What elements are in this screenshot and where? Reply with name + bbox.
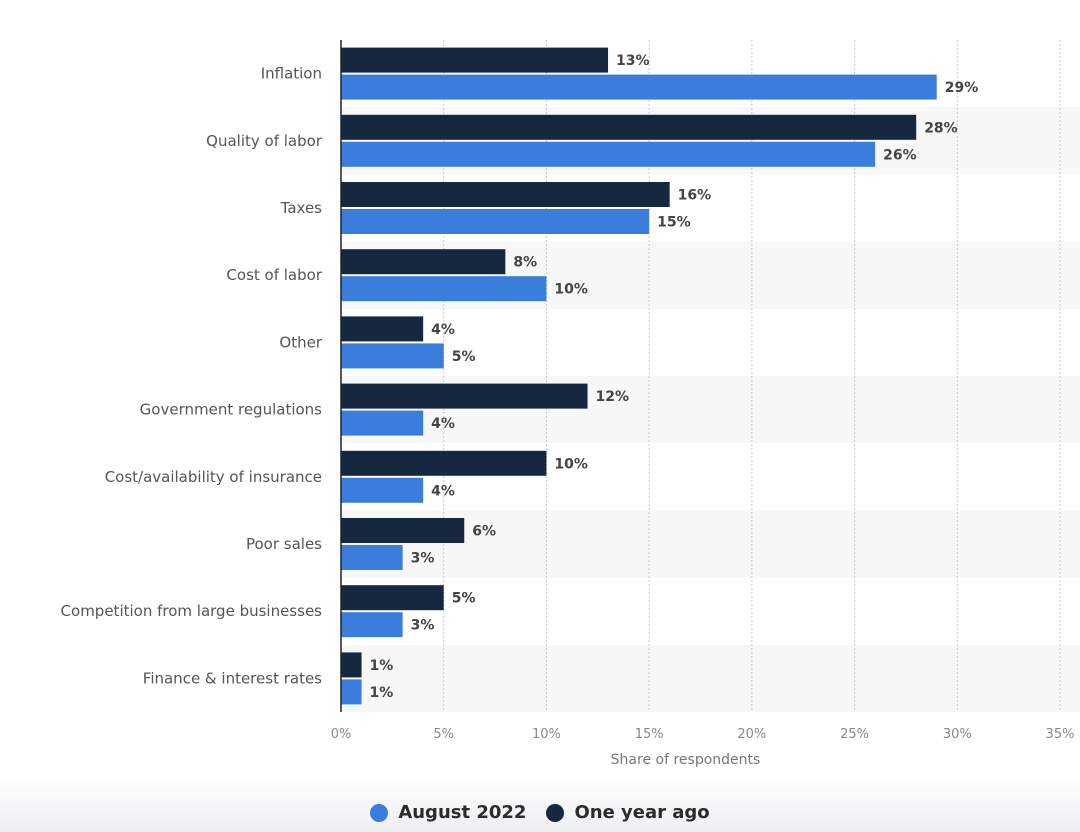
value-label-august-2022-poor-sales: 3% [411, 551, 435, 567]
value-label-august-2022-competition-from-large-businesses: 3% [411, 618, 435, 634]
value-label-august-2022-inflation: 29% [945, 80, 979, 96]
x-axis-title: Share of respondents [611, 752, 761, 768]
x-tick-label-5: 5% [433, 727, 454, 742]
value-label-one-year-ago-quality-of-labor: 28% [924, 120, 958, 136]
value-label-one-year-ago-finance-interest-rates: 1% [370, 658, 394, 674]
bar-august-2022-cost-availability-of-insurance [341, 477, 424, 503]
value-label-august-2022-other: 5% [452, 349, 476, 365]
category-label-inflation: Inflation [261, 65, 322, 83]
value-label-august-2022-finance-interest-rates: 1% [370, 685, 394, 701]
category-label-taxes: Taxes [280, 199, 323, 217]
x-tick-label-15: 15% [635, 727, 664, 742]
bar-one-year-ago-taxes [341, 182, 670, 207]
bar-one-year-ago-government-regulations [341, 383, 588, 409]
value-label-one-year-ago-cost-of-labor: 8% [513, 255, 537, 271]
x-tick-label-10: 10% [532, 727, 561, 742]
legend-marker-august-2022 [370, 803, 389, 822]
category-label-poor-sales: Poor sales [246, 535, 322, 553]
legend-item-one-year-ago[interactable]: One year ago [546, 802, 710, 823]
category-label-government-regulations: Government regulations [140, 401, 322, 419]
value-label-august-2022-quality-of-labor: 26% [883, 147, 917, 163]
value-label-one-year-ago-inflation: 13% [616, 53, 650, 69]
legend-label-one-year-ago: One year ago [574, 802, 710, 823]
row-band-9 [341, 644, 1080, 712]
category-label-cost-of-labor: Cost of labor [226, 266, 322, 284]
value-label-one-year-ago-competition-from-large-businesses: 5% [452, 591, 476, 607]
chart-legend: August 2022 One year ago [0, 802, 1080, 823]
legend-label-august-2022: August 2022 [398, 802, 527, 823]
bar-one-year-ago-inflation [341, 47, 609, 73]
bar-august-2022-quality-of-labor [341, 141, 876, 167]
bar-one-year-ago-finance-interest-rates [341, 652, 362, 678]
value-label-august-2022-cost-availability-of-insurance: 4% [431, 483, 455, 499]
value-label-one-year-ago-taxes: 16% [678, 188, 712, 204]
bar-one-year-ago-quality-of-labor [341, 114, 917, 140]
value-label-one-year-ago-government-regulations: 12% [596, 389, 630, 405]
category-label-competition-from-large-businesses: Competition from large businesses [61, 602, 323, 620]
bar-one-year-ago-other [341, 316, 424, 342]
x-tick-label-35: 35% [1046, 727, 1075, 742]
bar-august-2022-finance-interest-rates [341, 679, 362, 705]
x-tick-label-20: 20% [737, 727, 766, 742]
bar-august-2022-government-regulations [341, 410, 424, 436]
bar-august-2022-cost-of-labor [341, 276, 547, 302]
bar-august-2022-other [341, 343, 444, 369]
category-label-cost-availability-of-insurance: Cost/availability of insurance [105, 468, 322, 486]
bar-one-year-ago-competition-from-large-businesses [341, 585, 444, 611]
value-label-one-year-ago-other: 4% [431, 322, 455, 338]
x-tick-label-30: 30% [943, 727, 972, 742]
bar-august-2022-poor-sales [341, 545, 403, 570]
category-label-quality-of-labor: Quality of labor [206, 132, 323, 150]
value-label-august-2022-taxes: 15% [657, 215, 691, 231]
value-label-august-2022-cost-of-labor: 10% [554, 282, 588, 298]
bar-august-2022-taxes [341, 209, 650, 234]
value-label-one-year-ago-poor-sales: 6% [472, 524, 496, 540]
x-tick-label-0: 0% [331, 727, 352, 742]
bar-august-2022-competition-from-large-businesses [341, 612, 403, 638]
bar-one-year-ago-poor-sales [341, 518, 465, 543]
value-label-august-2022-government-regulations: 4% [431, 416, 455, 432]
x-tick-label-25: 25% [840, 727, 869, 742]
category-label-other: Other [279, 333, 322, 351]
bar-one-year-ago-cost-of-labor [341, 249, 506, 275]
value-label-one-year-ago-cost-availability-of-insurance: 10% [554, 456, 588, 472]
legend-item-august-2022[interactable]: August 2022 [370, 802, 526, 823]
category-label-finance-interest-rates: Finance & interest rates [143, 669, 322, 687]
legend-marker-one-year-ago [546, 803, 565, 822]
bar-one-year-ago-cost-availability-of-insurance [341, 450, 547, 476]
bar-august-2022-inflation [341, 74, 937, 100]
